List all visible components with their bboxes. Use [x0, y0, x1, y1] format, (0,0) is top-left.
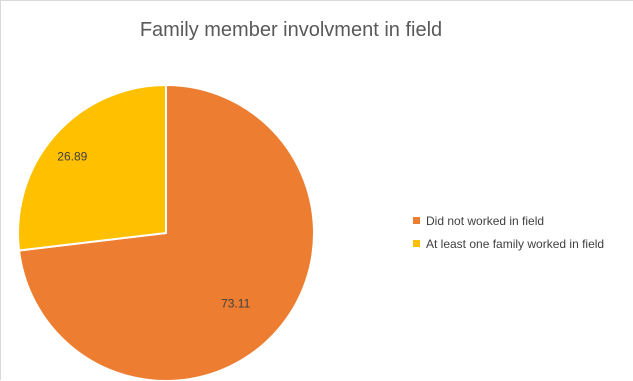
legend-item-did-not-work: Did not worked in field	[413, 209, 633, 232]
legend-swatch-at-least-one-worked	[413, 240, 420, 247]
chart-legend: Did not worked in field At least one fam…	[413, 209, 633, 255]
legend-swatch-did-not-work	[413, 217, 420, 224]
legend-label-at-least-one-worked: At least one family worked in field	[426, 236, 605, 251]
data-label-at-least-one-worked: 26.89	[57, 149, 87, 163]
pie-slice-at-least-one-worked	[17, 83, 167, 252]
legend-label-did-not-work: Did not worked in field	[426, 213, 545, 228]
chart-title: Family member involvment in field	[139, 19, 443, 41]
data-label-did-not-work: 73.11	[221, 297, 250, 311]
legend-item-at-least-one-worked: At least one family worked in field	[413, 232, 633, 255]
